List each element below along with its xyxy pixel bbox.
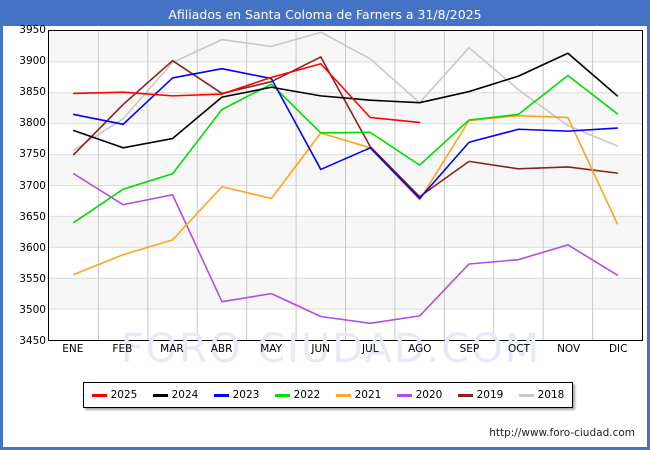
chart-legend: 2025 2024 2023 2022 2021 2020 2019 2018: [83, 382, 573, 408]
legend-color-swatch: [396, 393, 412, 397]
x-axis-tick-label: MAY: [260, 343, 283, 355]
page-title: Afiliados en Santa Coloma de Farners a 3…: [3, 3, 647, 26]
x-axis-tick-label: FEB: [112, 343, 133, 355]
legend-item-2021[interactable]: 2021: [335, 388, 382, 401]
legend-label: 2020: [415, 388, 443, 401]
y-axis-tick-label: 3550: [19, 272, 46, 285]
legend-color-swatch: [274, 393, 290, 397]
x-axis-tick-label: JUL: [361, 343, 379, 355]
y-axis-tick-label: 3450: [19, 335, 46, 347]
legend-item-2024[interactable]: 2024: [152, 388, 199, 401]
legend-color-swatch: [91, 393, 107, 397]
x-axis-tick-label: OCT: [508, 343, 531, 355]
y-axis-tick-label: 3900: [19, 55, 46, 68]
legend-label: 2025: [110, 388, 138, 401]
legend-label: 2021: [354, 388, 382, 401]
y-axis-tick-label: 3700: [19, 179, 46, 192]
legend-item-2023[interactable]: 2023: [213, 388, 260, 401]
y-axis-tick-label: 3500: [19, 303, 46, 316]
y-axis-tick-label: 3850: [19, 86, 46, 99]
legend-label: 2023: [232, 388, 260, 401]
legend-label: 2018: [537, 388, 565, 401]
legend-color-swatch: [518, 393, 534, 397]
line-chart-svg: [49, 31, 642, 340]
x-axis-tick-label: JUN: [311, 343, 331, 355]
y-axis-tick-label: 3750: [19, 148, 46, 161]
legend-item-2018[interactable]: 2018: [518, 388, 565, 401]
y-axis-tick-label: 3650: [19, 210, 46, 223]
legend-color-swatch: [152, 393, 168, 397]
legend-label: 2024: [171, 388, 199, 401]
x-axis-tick-label: MAR: [160, 343, 184, 355]
legend-color-swatch: [457, 393, 473, 397]
legend-item-2019[interactable]: 2019: [457, 388, 504, 401]
legend-color-swatch: [335, 393, 351, 397]
x-axis-tick-label: NOV: [557, 343, 581, 355]
x-axis-tick-label: SEP: [459, 343, 480, 355]
plot-area: [48, 30, 643, 341]
y-axis-tick-label: 3600: [19, 241, 46, 254]
legend-label: 2019: [476, 388, 504, 401]
y-axis: 3450 3500 3550 3600 3650 3700 3750 3800 3850 3900…: [3, 25, 46, 347]
y-axis-tick-label: 3950: [19, 24, 46, 36]
x-axis: ENE FEB MAR ABR MAY JUN JUL AGO SEP OCT NOV DIC: [48, 343, 643, 359]
legend-item-2020[interactable]: 2020: [396, 388, 443, 401]
x-axis-tick-label: ABR: [210, 343, 233, 355]
legend-item-2022[interactable]: 2022: [274, 388, 321, 401]
legend-item-2025[interactable]: 2025: [91, 388, 138, 401]
source-url: http://www.foro-ciudad.com: [489, 427, 635, 439]
x-axis-tick-label: DIC: [608, 343, 628, 355]
x-axis-tick-label: AGO: [408, 343, 432, 355]
legend-label: 2022: [293, 388, 321, 401]
y-axis-tick-label: 3800: [19, 117, 46, 130]
legend-color-swatch: [213, 393, 229, 397]
x-axis-tick-label: ENE: [62, 343, 84, 355]
